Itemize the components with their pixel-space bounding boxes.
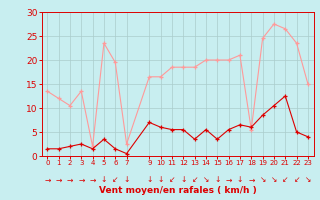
Text: →: → <box>248 175 254 184</box>
Text: ↓: ↓ <box>237 175 243 184</box>
Text: →: → <box>67 175 73 184</box>
Text: ↘: ↘ <box>271 175 277 184</box>
Text: ↙: ↙ <box>112 175 118 184</box>
Text: ↘: ↘ <box>305 175 311 184</box>
Text: →: → <box>225 175 232 184</box>
Text: ↘: ↘ <box>203 175 209 184</box>
Text: →: → <box>89 175 96 184</box>
Text: ↘: ↘ <box>260 175 266 184</box>
Text: ↙: ↙ <box>191 175 198 184</box>
X-axis label: Vent moyen/en rafales ( km/h ): Vent moyen/en rafales ( km/h ) <box>99 186 256 195</box>
Text: →: → <box>78 175 84 184</box>
Text: ↙: ↙ <box>293 175 300 184</box>
Text: →: → <box>44 175 51 184</box>
Text: ↓: ↓ <box>157 175 164 184</box>
Text: ↓: ↓ <box>146 175 152 184</box>
Text: ↙: ↙ <box>282 175 288 184</box>
Text: ↓: ↓ <box>101 175 107 184</box>
Text: ↓: ↓ <box>214 175 220 184</box>
Text: ↙: ↙ <box>169 175 175 184</box>
Text: →: → <box>55 175 62 184</box>
Text: ↓: ↓ <box>180 175 187 184</box>
Text: ↓: ↓ <box>124 175 130 184</box>
